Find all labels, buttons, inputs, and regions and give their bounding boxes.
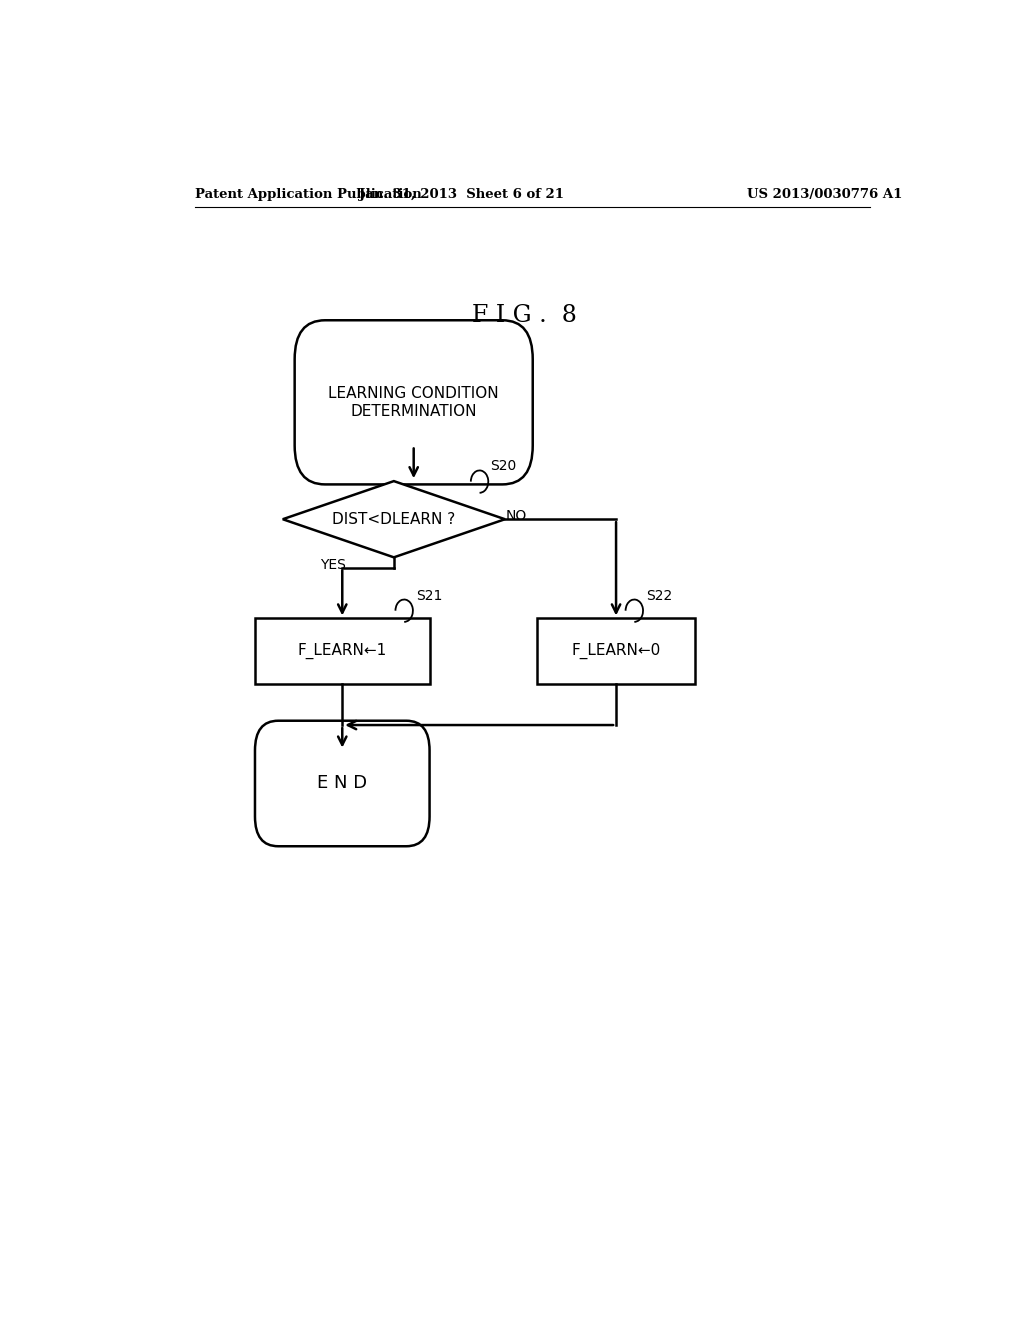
Polygon shape <box>283 480 505 557</box>
Text: S20: S20 <box>489 459 516 474</box>
Text: Jan. 31, 2013  Sheet 6 of 21: Jan. 31, 2013 Sheet 6 of 21 <box>358 189 564 202</box>
Bar <box>537 618 695 684</box>
Text: F_LEARN←0: F_LEARN←0 <box>571 643 660 660</box>
Text: LEARNING CONDITION
DETERMINATION: LEARNING CONDITION DETERMINATION <box>329 387 499 418</box>
Text: F I G .  8: F I G . 8 <box>472 305 578 327</box>
Text: DIST<DLEARN ?: DIST<DLEARN ? <box>332 512 456 527</box>
Text: Patent Application Publication: Patent Application Publication <box>196 189 422 202</box>
FancyBboxPatch shape <box>295 321 532 484</box>
Text: US 2013/0030776 A1: US 2013/0030776 A1 <box>748 189 902 202</box>
Bar <box>255 618 430 684</box>
FancyBboxPatch shape <box>255 721 430 846</box>
Text: E N D: E N D <box>317 775 368 792</box>
Text: S22: S22 <box>646 589 673 602</box>
Text: YES: YES <box>321 558 346 572</box>
Text: NO: NO <box>506 510 527 523</box>
Text: F_LEARN←1: F_LEARN←1 <box>298 643 387 660</box>
Text: S21: S21 <box>416 589 442 602</box>
